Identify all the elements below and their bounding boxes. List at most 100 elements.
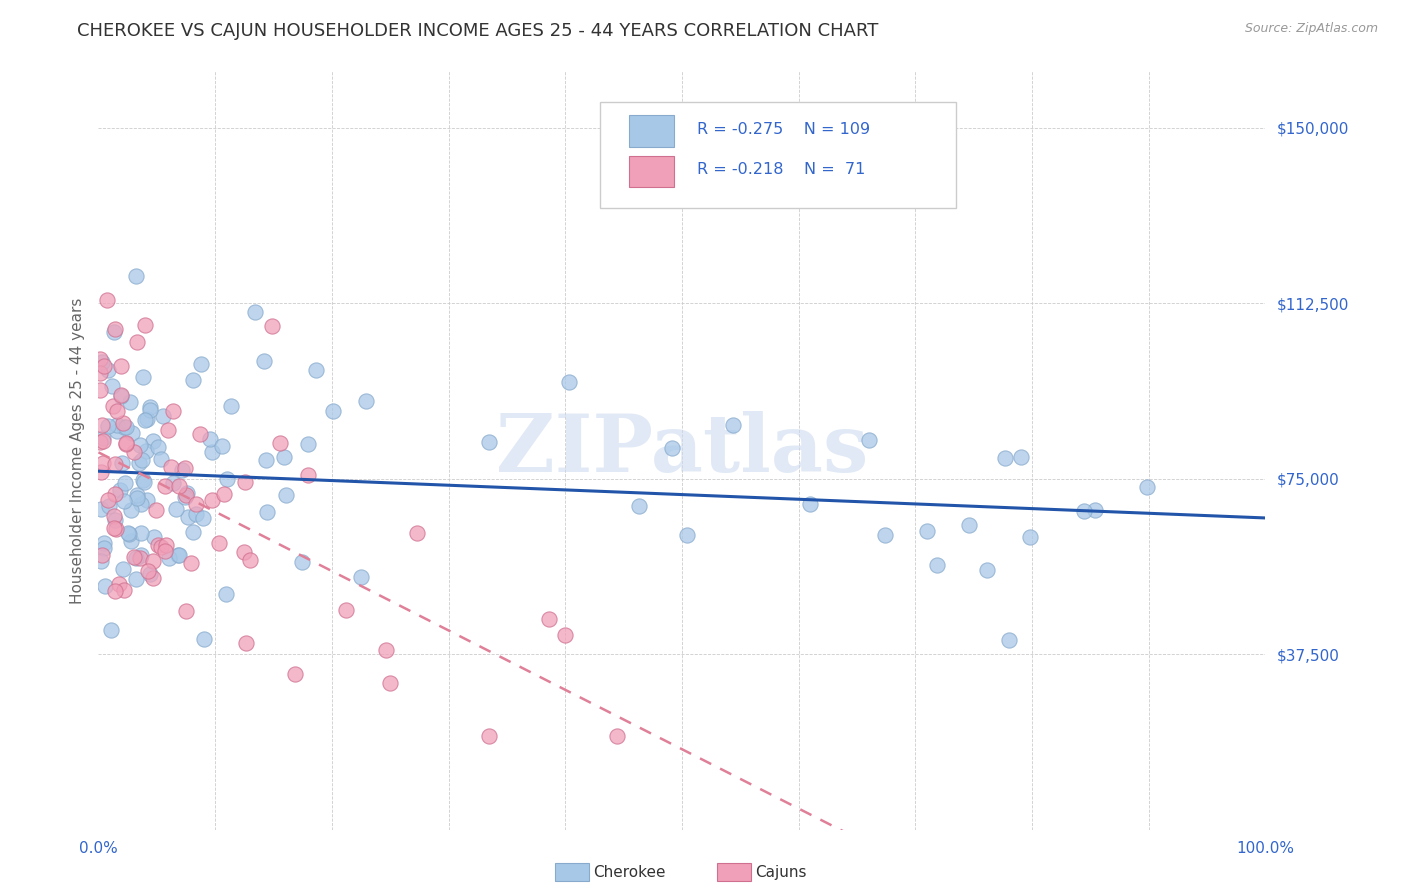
Text: CHEROKEE VS CAJUN HOUSEHOLDER INCOME AGES 25 - 44 YEARS CORRELATION CHART: CHEROKEE VS CAJUN HOUSEHOLDER INCOME AGE… bbox=[77, 22, 879, 40]
Point bbox=[112, 582, 135, 597]
Point bbox=[167, 478, 190, 492]
Point bbox=[90, 502, 112, 516]
Point bbox=[127, 491, 149, 505]
Point bbox=[93, 535, 115, 549]
Point bbox=[114, 475, 136, 490]
Point bbox=[110, 389, 132, 403]
Point bbox=[105, 418, 128, 433]
Point bbox=[125, 572, 148, 586]
Point bbox=[112, 493, 135, 508]
Point bbox=[994, 450, 1017, 465]
Point bbox=[132, 370, 155, 384]
Text: R = -0.275    N = 109: R = -0.275 N = 109 bbox=[697, 122, 870, 137]
Point bbox=[103, 325, 125, 339]
Point bbox=[118, 526, 141, 541]
Point bbox=[253, 353, 276, 368]
Point bbox=[110, 483, 132, 498]
Point bbox=[322, 404, 344, 418]
Point bbox=[605, 729, 627, 743]
Point bbox=[97, 492, 120, 507]
Point bbox=[156, 423, 179, 437]
Point bbox=[215, 587, 238, 601]
Point bbox=[110, 359, 132, 374]
Point bbox=[139, 403, 162, 417]
Point bbox=[134, 413, 156, 427]
Point bbox=[136, 565, 159, 579]
Point bbox=[378, 676, 401, 690]
Point bbox=[104, 513, 127, 527]
Point bbox=[676, 528, 699, 542]
Point bbox=[405, 526, 427, 541]
Point bbox=[125, 269, 148, 284]
Point bbox=[1018, 530, 1040, 544]
Point bbox=[350, 570, 373, 584]
Point bbox=[191, 511, 214, 525]
Point bbox=[114, 437, 136, 451]
Point bbox=[153, 544, 176, 558]
Y-axis label: Householder Income Ages 25 - 44 years: Householder Income Ages 25 - 44 years bbox=[69, 297, 84, 604]
Point bbox=[152, 409, 174, 423]
Point bbox=[91, 431, 114, 445]
Point bbox=[129, 498, 152, 512]
Point bbox=[211, 439, 233, 453]
Point bbox=[628, 500, 651, 514]
Point bbox=[176, 485, 198, 500]
Point bbox=[90, 553, 112, 567]
Point bbox=[799, 497, 821, 511]
Point bbox=[188, 427, 211, 442]
Point bbox=[131, 453, 153, 467]
Point bbox=[284, 666, 307, 681]
Point bbox=[1136, 480, 1159, 494]
Point bbox=[661, 441, 683, 455]
Point bbox=[297, 468, 319, 483]
Point bbox=[120, 502, 142, 516]
Point bbox=[959, 518, 981, 533]
FancyBboxPatch shape bbox=[600, 102, 956, 208]
Point bbox=[94, 579, 117, 593]
Point bbox=[128, 456, 150, 470]
Point bbox=[177, 510, 200, 524]
Point bbox=[170, 462, 193, 476]
Point bbox=[145, 503, 167, 517]
Point bbox=[374, 643, 396, 657]
Point bbox=[136, 411, 159, 425]
Point bbox=[121, 425, 143, 440]
Point bbox=[125, 550, 148, 565]
Point bbox=[120, 394, 142, 409]
Point bbox=[129, 438, 152, 452]
Point bbox=[554, 628, 576, 642]
Point bbox=[198, 432, 221, 446]
Point bbox=[155, 538, 177, 552]
Point bbox=[129, 525, 152, 540]
Text: ZIPatlas: ZIPatlas bbox=[496, 411, 868, 490]
Point bbox=[104, 522, 127, 536]
Point bbox=[122, 550, 145, 565]
Point bbox=[143, 530, 166, 544]
Point bbox=[165, 502, 187, 516]
Point bbox=[149, 541, 172, 555]
Text: Source: ZipAtlas.com: Source: ZipAtlas.com bbox=[1244, 22, 1378, 36]
Point bbox=[219, 399, 242, 413]
Point bbox=[125, 334, 148, 349]
Point bbox=[927, 558, 949, 573]
Point bbox=[1084, 503, 1107, 517]
Point bbox=[115, 436, 138, 450]
Point bbox=[148, 538, 170, 552]
Point bbox=[111, 457, 134, 471]
Point bbox=[97, 363, 120, 377]
Point bbox=[125, 488, 148, 502]
Point bbox=[146, 441, 169, 455]
Point bbox=[915, 524, 938, 538]
Point bbox=[104, 322, 127, 336]
Point bbox=[115, 420, 138, 434]
Point bbox=[1010, 450, 1032, 464]
Point bbox=[162, 476, 184, 491]
Point bbox=[91, 456, 114, 470]
Point bbox=[174, 605, 197, 619]
Point bbox=[290, 555, 312, 569]
Point bbox=[108, 577, 131, 591]
Point bbox=[112, 420, 135, 434]
Point bbox=[150, 452, 173, 467]
Point bbox=[174, 490, 197, 504]
Bar bbox=[630, 155, 673, 187]
